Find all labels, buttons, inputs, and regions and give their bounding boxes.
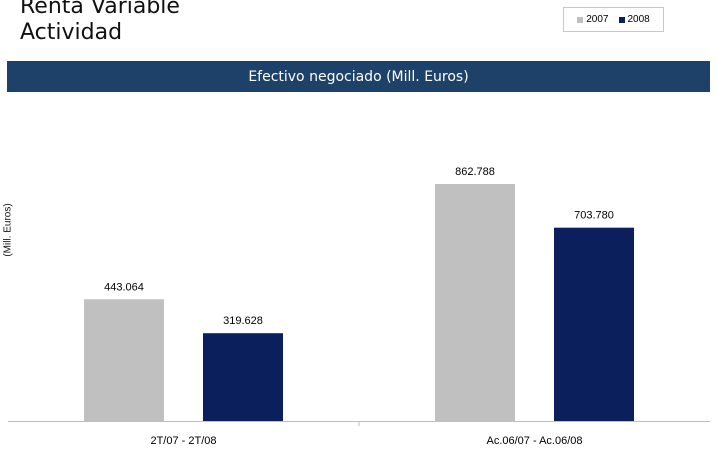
- chart-title: Efectivo negociado (Mill. Euros): [248, 68, 469, 85]
- legend-label-2007: 2007: [586, 14, 609, 25]
- data-label-2008-1: 319.628: [223, 315, 263, 327]
- x-tick-label-1: 2T/07 - 2T/08: [150, 435, 216, 447]
- data-label-2007-1: 443.064: [104, 281, 144, 293]
- page-title: Renta Variable: [20, 0, 180, 19]
- data-label-2008-2: 703.780: [574, 210, 614, 222]
- page-subtitle: Actividad: [20, 20, 123, 45]
- bar-2008-2: [554, 227, 634, 421]
- bars-group: 443.064 319.628 862.788 703.780: [84, 166, 634, 421]
- chart-legend: 2007 2008: [563, 7, 664, 32]
- legend-item-2008: 2008: [618, 14, 650, 25]
- data-label-2007-2: 862.788: [455, 166, 495, 178]
- legend-swatch-2007: [577, 16, 584, 23]
- bar-2008-1: [203, 333, 283, 421]
- x-ticks-group: 2T/07 - 2T/08 Ac.06/07 - Ac.06/08: [150, 421, 583, 447]
- bar-2007-1: [84, 299, 164, 421]
- legend-swatch-2008: [618, 16, 625, 23]
- chart-title-banner: Efectivo negociado (Mill. Euros): [7, 61, 710, 92]
- x-tick-label-2: Ac.06/07 - Ac.06/08: [486, 435, 582, 447]
- page-heading: Renta Variable Actividad: [20, 0, 180, 46]
- legend-label-2008: 2008: [627, 14, 650, 25]
- legend-item-2007: 2007: [577, 14, 609, 25]
- bar-2007-2: [435, 184, 515, 421]
